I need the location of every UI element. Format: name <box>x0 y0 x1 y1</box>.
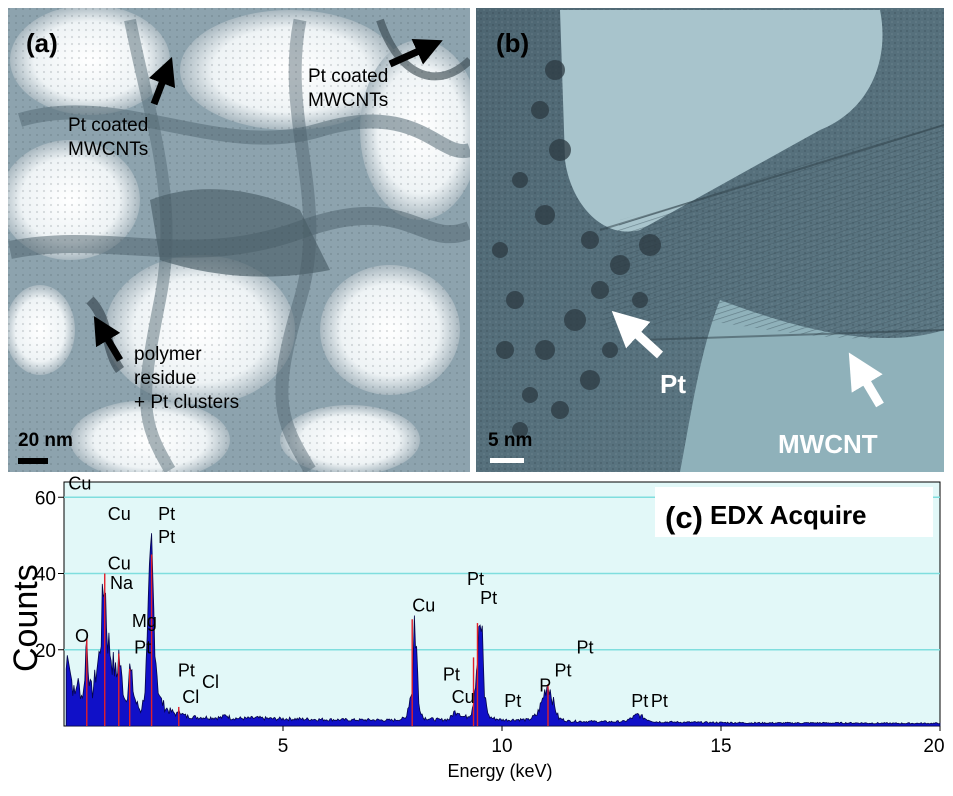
peak-label: O <box>75 626 89 646</box>
x-tick-label: 10 <box>491 736 512 757</box>
peak-label: Cu <box>68 474 91 494</box>
peak-label: Pt <box>555 660 572 680</box>
arrow-icon <box>93 315 124 362</box>
annotation-mwcnt: MWCNT <box>778 429 878 459</box>
peak-label: Pt <box>504 691 521 711</box>
annotation-polymer-line1: polymer <box>134 344 202 365</box>
peak-label: Cl <box>202 672 219 692</box>
annotation-pt: Pt <box>660 369 686 399</box>
panel-b-scale-label: 5 nm <box>488 430 532 451</box>
y-tick-label: 20 <box>35 641 56 662</box>
peak-label: Pt <box>631 691 648 711</box>
peak-label: Pt <box>651 691 668 711</box>
arrow-icon <box>611 310 664 359</box>
annotation-polymer-line2: residue <box>134 368 196 389</box>
peak-label: Cl <box>182 687 199 707</box>
panel-b-scale-bar <box>490 458 524 463</box>
annotation-polymer-line3: + Pt clusters <box>134 392 239 413</box>
peak-label: Pt <box>576 638 593 658</box>
chart-title: EDX Acquire <box>710 500 867 530</box>
panel-a-scale-bar <box>18 458 48 464</box>
x-tick-label: 20 <box>923 736 944 757</box>
peak-label: P <box>539 676 551 696</box>
spectrum-area <box>65 533 941 727</box>
peak-label: Mg <box>132 611 157 631</box>
y-tick-label: 60 <box>35 488 56 509</box>
peak-label: Cu <box>452 687 475 707</box>
annotation-pt-coated-right-line2: MWCNTs <box>308 90 388 111</box>
peak-label: Pt <box>158 527 175 547</box>
panel-b-micrograph-texture <box>476 8 944 472</box>
peak-label: Pt <box>134 638 151 658</box>
panel-a-scale-label: 20 nm <box>18 430 73 451</box>
panel-b-label: (b) <box>496 28 529 58</box>
chart-title-box <box>655 487 933 537</box>
arrow-icon <box>848 352 884 408</box>
peak-label: Na <box>110 573 134 593</box>
x-tick-label: 5 <box>278 736 289 757</box>
y-tick-label: 40 <box>35 565 56 586</box>
annotation-pt-coated-left-line2: MWCNTs <box>68 139 148 160</box>
peak-markers <box>86 554 549 726</box>
annotation-pt-coated-right-line1: Pt coated <box>308 66 388 87</box>
annotation-pt-coated-left-line1: Pt coated <box>68 115 148 136</box>
y-axis-ticks: 20 40 60 <box>35 488 64 662</box>
peak-label: Cu <box>412 596 435 616</box>
panel-b: (b) Pt MWCNT 5 nm <box>476 8 944 472</box>
panel-a-micrograph-texture <box>8 8 470 472</box>
peak-label: Pt <box>480 588 497 608</box>
x-tick-label: 15 <box>710 736 731 757</box>
arrow-icon <box>148 56 176 106</box>
peak-label: Pt <box>178 660 195 680</box>
peak-label: Pt <box>467 569 484 589</box>
peak-label: Pt <box>158 504 175 524</box>
panel-a: (a) Pt coated MWCNTs Pt coated MWCNTs po… <box>8 8 470 472</box>
peak-label: Pt <box>443 664 460 684</box>
y-axis-label: Counts <box>7 564 45 672</box>
x-axis-ticks: 5 10 15 20 <box>278 726 945 757</box>
panel-c-label: (c) <box>665 500 703 535</box>
panel-a-label: (a) <box>26 28 58 58</box>
peak-label: Cu <box>108 554 131 574</box>
arrow-icon <box>388 38 443 68</box>
x-axis-label: Energy (keV) <box>447 761 552 781</box>
peak-label: Cu <box>108 504 131 524</box>
